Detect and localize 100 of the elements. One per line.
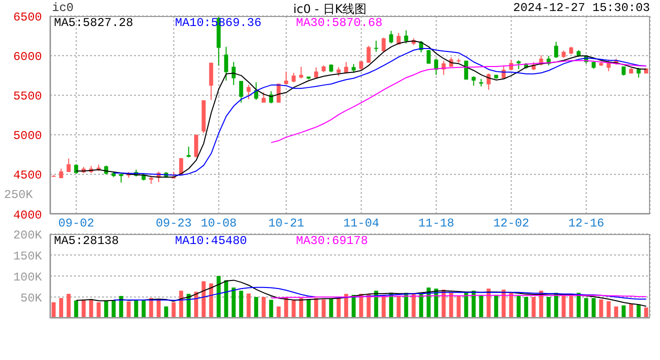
bar [606, 301, 611, 318]
bar [96, 302, 101, 318]
candlestick [374, 40, 378, 52]
x-tick-label: 10-21 [268, 216, 304, 231]
bar [179, 290, 184, 318]
bar [246, 294, 251, 318]
bar [216, 276, 221, 318]
bar [396, 296, 401, 318]
candlestick [186, 146, 191, 158]
bar [336, 298, 341, 318]
x-tick-label: 09-23 [156, 216, 192, 231]
y-tick-label: 50K [20, 291, 43, 306]
candlestick [464, 60, 468, 80]
y-tick-label: 5000 [13, 129, 42, 144]
bar [569, 296, 574, 318]
candlestick [336, 66, 341, 77]
candlestick [284, 71, 288, 85]
candlestick [246, 84, 251, 100]
bar [292, 300, 296, 318]
y-tick-label: 150K [13, 249, 43, 264]
bar [614, 306, 618, 318]
candlestick [292, 72, 296, 83]
x-tick-label: 10-08 [200, 216, 237, 231]
text: ic0 [52, 1, 74, 15]
candlestick [486, 73, 491, 90]
bar [172, 302, 176, 318]
bar [329, 298, 334, 318]
candlestick [382, 37, 386, 52]
bar [74, 300, 78, 318]
text: 250K [4, 188, 33, 202]
bar [532, 297, 536, 318]
x-tick-label: 11-18 [418, 216, 454, 231]
bar [202, 281, 206, 318]
x-tick-label: 09-02 [58, 216, 94, 231]
y-tick-label: 6500 [13, 10, 42, 24]
bar [224, 280, 228, 318]
bar [644, 308, 648, 318]
bar [629, 304, 634, 318]
bar [82, 300, 86, 318]
bar [112, 300, 116, 318]
bar [502, 290, 506, 318]
candlestick [224, 46, 228, 82]
bar [622, 305, 626, 318]
bar [104, 300, 108, 318]
bar [126, 302, 131, 318]
bar [449, 292, 454, 318]
candlestick [66, 158, 71, 173]
candlestick [426, 50, 431, 64]
text: MA5:28138 [54, 234, 120, 248]
candlestick [389, 30, 394, 44]
line-series [113, 286, 647, 301]
bar [66, 294, 71, 318]
candlestick [194, 134, 198, 158]
text: MA10:45480 [175, 234, 248, 248]
bar [479, 294, 484, 318]
y-tick-label: 4500 [13, 168, 42, 183]
bar [164, 306, 168, 318]
bar [322, 299, 326, 318]
bar [599, 299, 604, 318]
bar [494, 294, 498, 318]
candlestick [239, 80, 244, 104]
bar [562, 296, 566, 318]
chart-title: ic0 - 日K线图 [293, 2, 367, 16]
candlestick [554, 41, 558, 58]
y-tick-label: 200K [13, 228, 43, 242]
candlestick [209, 62, 214, 100]
bar [509, 292, 514, 318]
bar [142, 300, 146, 318]
bar [232, 288, 236, 318]
bar [524, 297, 528, 318]
bar [516, 296, 521, 318]
bar [209, 283, 214, 318]
y-tick-label: 6000 [13, 50, 42, 64]
bar [59, 298, 64, 318]
bar [276, 306, 281, 318]
bar [299, 298, 304, 318]
bar [314, 298, 318, 318]
candlestick [404, 30, 408, 44]
bar [306, 299, 311, 318]
bar [89, 299, 94, 318]
text: MA30:5870.68 [296, 16, 384, 30]
candlestick [74, 164, 78, 174]
line-series [76, 280, 647, 307]
bar [546, 297, 551, 318]
candlestick [299, 66, 304, 79]
y-tick-label: 100K [13, 270, 43, 284]
candlestick [232, 62, 236, 86]
chart-subtitle: 2024-12-27 15:30:03 [513, 1, 650, 15]
bar [254, 297, 258, 318]
bar [134, 300, 138, 318]
bar [239, 290, 244, 318]
candlestick [314, 66, 318, 79]
bar [456, 296, 461, 318]
x-tick-label: 11-04 [343, 216, 380, 231]
candlestick [472, 76, 476, 86]
bar [584, 298, 588, 318]
bar [592, 298, 596, 318]
candlestick [119, 172, 124, 184]
x-tick-label: 12-02 [493, 216, 530, 231]
bar [412, 294, 416, 318]
